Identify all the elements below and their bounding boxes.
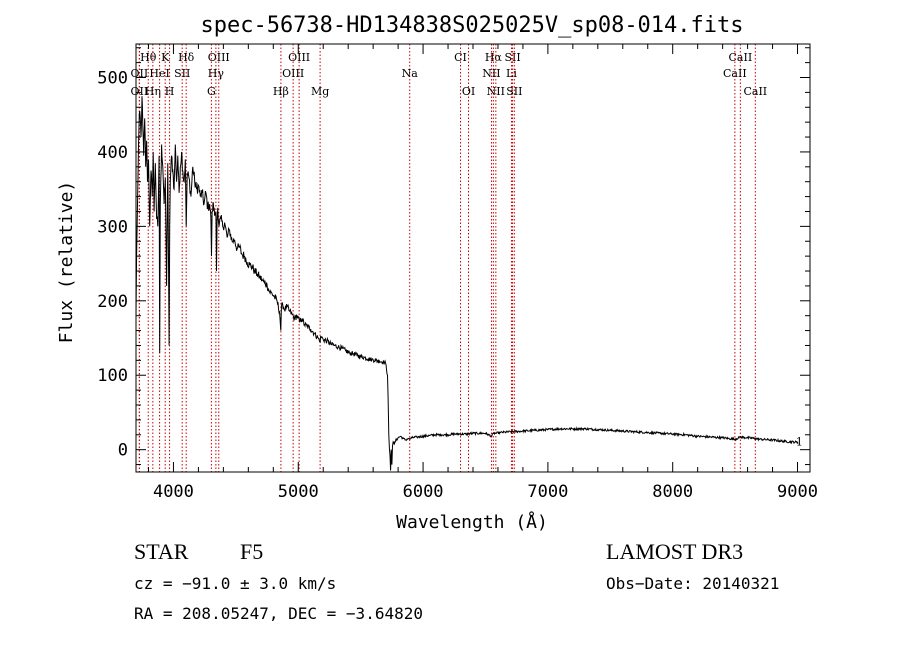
- chart-title: spec-56738-HD134838S025025V_sp08-014.fit…: [200, 13, 743, 38]
- x-tick-label: 5000: [278, 482, 319, 502]
- spectral-line-label: Hη: [145, 85, 161, 98]
- y-tick-label: 400: [97, 143, 128, 163]
- x-tick-label: 6000: [403, 482, 444, 502]
- spectral-line-label: Hα: [485, 51, 503, 64]
- spectral-line-label: G: [207, 85, 216, 98]
- spectral-line-label: SII: [174, 67, 190, 80]
- series-line-flux: [135, 96, 799, 471]
- axes-layer: 4000 5000 6000 7000 8000 9000 0 100 200 300 400 500…: [97, 43, 818, 502]
- y-axis-label: Flux (relative): [56, 181, 77, 344]
- spectral-line-label: OIII: [288, 51, 310, 64]
- spectral-line-label: HeI: [149, 67, 169, 80]
- spectral-line-label: NII: [482, 67, 500, 80]
- spectral-line-label: CaII: [729, 51, 753, 64]
- spectral-line-label: H: [165, 85, 175, 98]
- spectral-line-label: Na: [402, 67, 419, 80]
- obs-date: Obs−Date: 20140321: [606, 574, 780, 593]
- y-tick-label: 0: [118, 441, 128, 461]
- spectral-line-label: OIII: [208, 51, 230, 64]
- spectral-line-label: Li: [506, 67, 517, 80]
- coordinates: RA = 208.05247, DEC = −3.64820: [134, 604, 423, 623]
- x-axis-label: Wavelength (Å): [396, 511, 548, 533]
- y-tick-label: 200: [97, 292, 128, 312]
- spectral-line-label: Mg: [311, 85, 329, 98]
- survey-name: LAMOST DR3: [606, 539, 744, 564]
- y-tick-label: 300: [97, 217, 128, 237]
- spectral-line-label: SII: [504, 51, 520, 64]
- spectral-line-label: Hδ: [178, 51, 195, 64]
- spectral-line-label: NII: [487, 85, 505, 98]
- series-layer: [135, 96, 799, 471]
- y-tick-label: 500: [97, 68, 128, 88]
- spectral-line-label: OI: [462, 85, 475, 98]
- spectral-line-label: SII: [506, 85, 522, 98]
- spectral-line-label: CI: [454, 51, 467, 64]
- x-tick-label: 4000: [153, 482, 194, 502]
- spectral-line-label: Hθ: [140, 51, 157, 64]
- object-subclass: F5: [240, 539, 264, 564]
- spectral-line-label: CaII: [743, 85, 767, 98]
- spectral-line-label: Hβ: [273, 85, 289, 98]
- spectral-line-label: OIII: [282, 67, 304, 80]
- spectral-line-label: CaII: [723, 67, 747, 80]
- spectral-line-label: Hγ: [208, 67, 225, 80]
- x-tick-label: 7000: [527, 482, 568, 502]
- x-tick-label: 8000: [652, 482, 693, 502]
- x-tick-label: 9000: [777, 482, 818, 502]
- plot-frame: [135, 43, 811, 473]
- y-tick-label: 100: [97, 366, 128, 386]
- spectral-line-label: OII: [131, 85, 149, 98]
- redshift-value: cz = −91.0 ± 3.0 km/s: [134, 574, 337, 593]
- annotation-label: 1: [796, 436, 803, 449]
- object-class: STAR: [134, 539, 189, 564]
- spectral-line-label: K: [161, 51, 170, 64]
